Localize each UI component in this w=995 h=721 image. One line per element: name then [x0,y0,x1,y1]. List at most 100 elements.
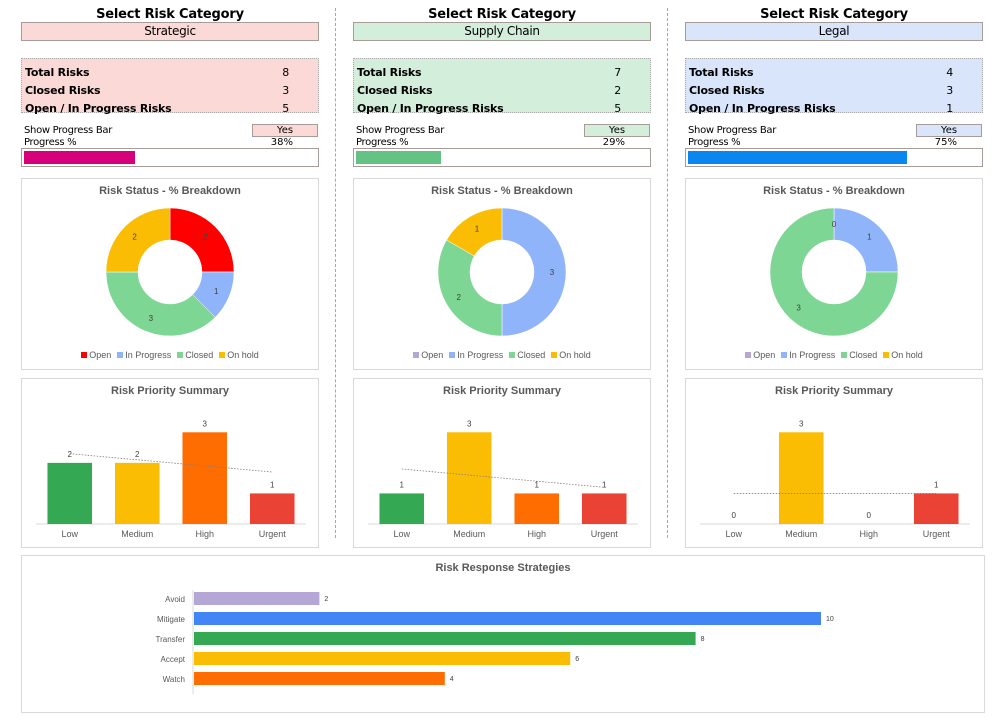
x-tick-label: Low [393,529,410,539]
donut-slice-open[interactable] [169,207,235,273]
bar-medium[interactable] [778,432,824,524]
bar-urgent[interactable] [581,493,627,524]
chart-legend: Open In Progress Closed On hold [354,350,650,360]
legend-item-on-hold: On hold [883,350,923,360]
bar-data-label: 3 [467,419,472,428]
show-progress-toggle[interactable]: Yes [916,124,982,137]
legend-label: On hold [559,350,591,360]
bar-low[interactable] [379,493,425,524]
progress-label: Progress % [688,137,741,148]
hbar-watch[interactable] [194,672,445,685]
category-dropdown[interactable]: Strategic [21,22,319,41]
progress-bar [353,148,651,167]
chart-title: Risk Response Strategies [435,562,571,574]
donut-data-label: 3 [796,303,801,312]
donut-slice-on-hold[interactable] [446,207,503,257]
bar-low[interactable] [47,462,93,524]
legend-item-closed: Closed [509,350,545,360]
chart-title: Risk Priority Summary [775,385,893,397]
legend-swatch [219,352,226,358]
bar-high[interactable] [182,432,228,524]
legend-label: Closed [517,350,546,360]
bar-high[interactable] [514,493,560,524]
legend-swatch [117,352,124,358]
bar-data-label: 3 [799,419,804,428]
donut-slice-in-progress[interactable] [501,207,567,337]
stat-value: 3 [282,84,289,97]
legend-item-open: Open [413,350,443,360]
legend-item-open: Open [81,350,111,360]
donut-data-label: 1 [475,225,480,234]
stat-label: Total Risks [689,66,754,79]
progress-label: Progress % [356,137,409,148]
risk-priority-chart: Risk Priority Summary 0 Low 3 Medium 0 High 1 U… [685,378,983,548]
hbar-mitigate[interactable] [194,612,821,625]
y-tick-label: Transfer [156,635,186,644]
donut-slice-closed[interactable] [769,207,899,337]
risk-response-chart: Risk Response Strategies Avoid 2 Mitigate 1… [21,555,985,713]
stat-row-closed: Closed Risks 2 [357,81,647,99]
legend-swatch [509,352,516,358]
stat-value: 4 [946,66,953,79]
bar-data-label: 2 [135,450,140,459]
x-tick-label: Medium [121,529,153,539]
legend-item-on-hold: On hold [551,350,591,360]
y-tick-label: Accept [161,655,186,664]
legend-label: Open [753,350,776,360]
bar-medium[interactable] [114,462,160,524]
hbar-transfer[interactable] [194,632,696,645]
show-progress-toggle[interactable]: Yes [584,124,650,137]
stat-label: Open / In Progress Risks [689,102,836,115]
legend-label: Open [421,350,444,360]
stat-row-closed: Closed Risks 3 [25,81,315,99]
bar-medium[interactable] [446,432,492,524]
donut-slice-in-progress[interactable] [833,207,899,273]
donut-slice-closed[interactable] [437,239,503,337]
hbar-chart-svg: Avoid 2 Mitigate 10 Transfer 8 Accept 6 Watch 4 [156,590,834,694]
category-dropdown[interactable]: Supply Chain [353,22,651,41]
donut-slice-on-hold[interactable] [105,207,171,273]
donut-chart-svg: 0321 [437,207,567,337]
chart-title: Risk Status - % Breakdown [763,185,905,197]
category-dropdown[interactable]: Legal [685,22,983,41]
donut-data-label: 1 [867,233,872,242]
trendline [401,468,605,488]
show-progress-toggle[interactable]: Yes [252,124,318,137]
risk-priority-chart: Risk Priority Summary 2 Low 2 Medium 3 High 1 U… [21,378,319,548]
stat-label: Closed Risks [357,84,433,97]
donut-data-label: 3 [550,268,555,277]
x-tick-label: Urgent [259,529,287,539]
stat-row-total: Total Risks 7 [357,63,647,81]
stat-value: 5 [614,102,621,115]
bar-urgent[interactable] [913,493,959,524]
legend-swatch [449,352,456,358]
select-category-title: Select Risk Category [96,7,244,22]
stat-label: Total Risks [25,66,90,79]
x-tick-label: High [527,529,546,539]
risk-priority-chart: Risk Priority Summary 1 Low 3 Medium 1 High 1 U… [353,378,651,548]
hbar-accept[interactable] [194,652,571,665]
x-tick-label: Low [725,529,742,539]
x-tick-label: High [859,529,878,539]
progress-bar [21,148,319,167]
bar-urgent[interactable] [249,493,295,524]
stat-label: Open / In Progress Risks [25,102,172,115]
bar-data-label: 1 [400,480,405,489]
stat-value: 2 [614,84,621,97]
progress-value: 29% [602,137,625,148]
legend-swatch [177,352,184,358]
donut-chart-svg: 0130 [769,207,899,337]
select-category-title: Select Risk Category [428,7,576,22]
hbar-avoid[interactable] [194,592,320,605]
legend-label: In Progress [789,350,836,360]
legend-item-on-hold: On hold [219,350,259,360]
donut-slice-closed[interactable] [105,271,216,337]
progress-value: 75% [934,137,957,148]
stat-label: Closed Risks [25,84,101,97]
legend-label: In Progress [125,350,172,360]
legend-label: Closed [185,350,214,360]
stat-value: 7 [614,66,621,79]
legend-item-in-progress: In Progress [117,350,171,360]
